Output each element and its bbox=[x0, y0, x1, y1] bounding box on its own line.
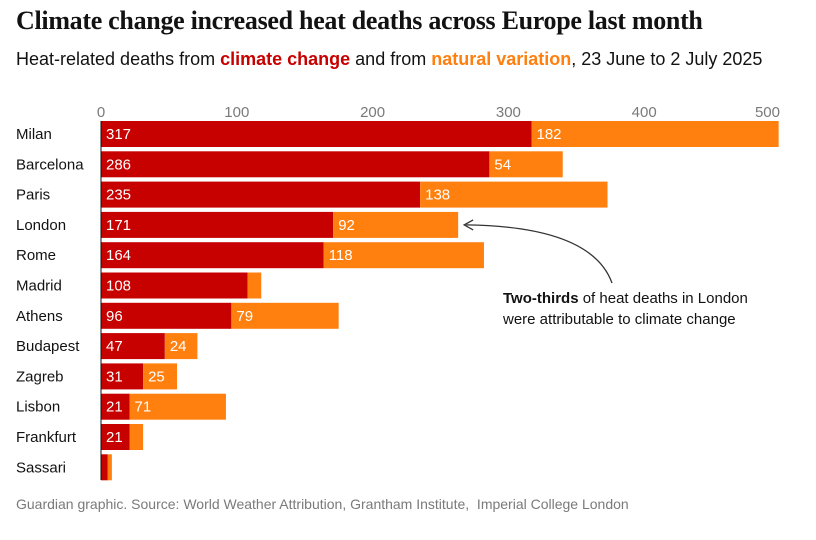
data-label-climate: 317 bbox=[106, 126, 131, 143]
bar-climate-change bbox=[101, 181, 421, 208]
annotation-arrow-line bbox=[466, 224, 613, 284]
x-tick-label: 100 bbox=[224, 104, 249, 121]
data-label-natural: 118 bbox=[329, 247, 353, 264]
bar-climate-change bbox=[101, 333, 165, 360]
bar-natural-variation bbox=[143, 363, 178, 390]
bar-climate-change bbox=[101, 393, 130, 420]
data-label-climate: 108 bbox=[106, 278, 131, 295]
category-label: London bbox=[16, 217, 66, 234]
bar-climate-change bbox=[101, 272, 248, 299]
annotation-arrow-head bbox=[462, 219, 474, 231]
category-label: Frankfurt bbox=[16, 429, 77, 446]
data-label-climate: 286 bbox=[106, 156, 131, 173]
bar-climate-change bbox=[101, 242, 324, 269]
bar-climate-change bbox=[101, 424, 130, 450]
source-note: Guardian graphic. Source: World Weather … bbox=[16, 496, 629, 512]
bar-climate-change bbox=[101, 363, 144, 390]
data-label-climate: 96 bbox=[106, 308, 123, 325]
bar-natural-variation bbox=[107, 454, 112, 481]
chart-subtitle: Heat-related deaths from climate change … bbox=[16, 49, 762, 70]
data-label-climate: 21 bbox=[106, 429, 123, 446]
bar-natural-variation bbox=[164, 333, 198, 360]
annotation-line2: were attributable to climate change bbox=[503, 311, 736, 328]
category-label: Athens bbox=[16, 308, 63, 325]
x-tick-label: 400 bbox=[632, 104, 657, 121]
data-label-climate: 31 bbox=[106, 368, 123, 385]
bar-climate-change bbox=[101, 151, 490, 178]
data-label-natural: 92 bbox=[338, 217, 355, 234]
data-label-climate: 47 bbox=[106, 338, 123, 355]
category-label: Lisbon bbox=[16, 399, 60, 416]
annotation-line1: of heat deaths in London bbox=[578, 290, 748, 307]
category-label: Sassari bbox=[16, 459, 66, 476]
data-label-climate: 171 bbox=[106, 217, 131, 234]
bar-natural-variation bbox=[531, 121, 779, 147]
subtitle-mid: and from bbox=[350, 49, 432, 69]
category-label: Zagreb bbox=[16, 368, 64, 385]
bar-natural-variation bbox=[231, 302, 339, 329]
bar-natural-variation bbox=[420, 181, 608, 208]
x-tick-label: 200 bbox=[360, 104, 385, 121]
data-label-natural: 138 bbox=[425, 187, 450, 204]
annotation-bold: Two-thirds bbox=[503, 290, 579, 307]
bar-climate-change bbox=[101, 211, 334, 238]
category-label: Barcelona bbox=[16, 156, 84, 173]
data-label-climate: 164 bbox=[106, 247, 131, 264]
bar-natural-variation bbox=[247, 272, 262, 299]
category-label: Milan bbox=[16, 126, 52, 143]
subtitle-natural-variation: natural variation bbox=[431, 49, 572, 69]
data-label-natural: 54 bbox=[494, 156, 511, 173]
x-tick-label: 300 bbox=[496, 104, 521, 121]
bar-climate-change bbox=[101, 454, 108, 481]
category-label: Rome bbox=[16, 247, 56, 264]
data-label-climate: 235 bbox=[106, 187, 131, 204]
subtitle-prefix: Heat-related deaths from bbox=[16, 49, 221, 69]
bar-climate-change bbox=[101, 302, 232, 329]
x-tick-label: 500 bbox=[755, 104, 780, 121]
bar-natural-variation bbox=[333, 211, 459, 238]
data-label-natural: 79 bbox=[236, 308, 253, 325]
x-tick-label: 0 bbox=[97, 104, 105, 121]
data-label-natural: 182 bbox=[536, 126, 561, 143]
data-label-climate: 21 bbox=[106, 399, 123, 416]
bar-climate-change bbox=[101, 121, 532, 147]
data-label-natural: 24 bbox=[170, 338, 187, 355]
subtitle-climate-change: climate change bbox=[220, 49, 351, 69]
annotation-text: Two-thirds of heat deaths in London were … bbox=[503, 288, 748, 330]
category-label: Madrid bbox=[16, 278, 62, 295]
bar-natural-variation bbox=[323, 242, 484, 269]
bar-natural-variation bbox=[129, 393, 226, 420]
data-label-natural: 25 bbox=[148, 368, 165, 385]
chart-title: Climate change increased heat deaths acr… bbox=[16, 6, 703, 35]
bar-natural-variation bbox=[129, 424, 144, 450]
category-label: Budapest bbox=[16, 338, 80, 355]
bar-natural-variation bbox=[489, 151, 563, 178]
category-label: Paris bbox=[16, 187, 50, 204]
subtitle-suffix: , 23 June to 2 July 2025 bbox=[571, 49, 763, 69]
data-label-natural: 71 bbox=[135, 399, 152, 416]
